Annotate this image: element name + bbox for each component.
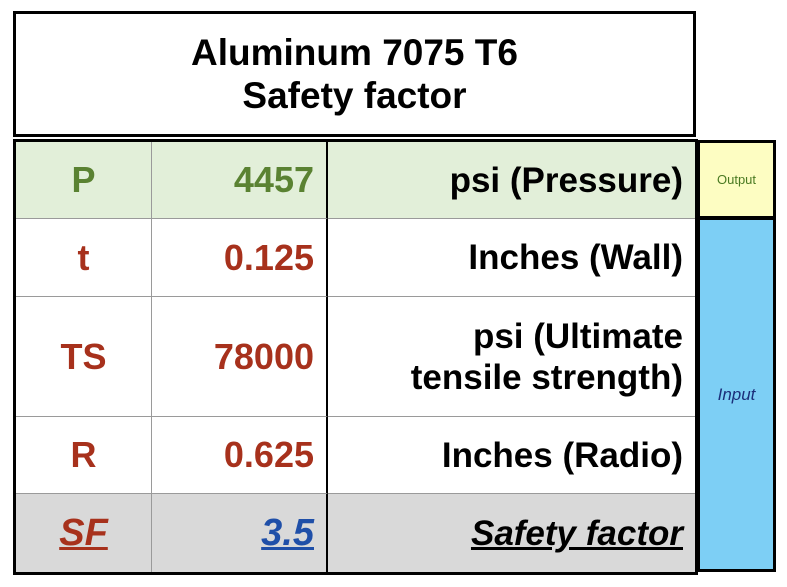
title-cell[interactable]: Aluminum 7075 T6 Safety factor bbox=[13, 11, 696, 137]
cell-symbol-ts[interactable]: TS bbox=[16, 297, 152, 417]
input-tag-cell[interactable]: Input bbox=[697, 217, 776, 572]
cell-unit-r[interactable]: Inches (Radio) bbox=[328, 417, 695, 494]
cell-unit-t[interactable]: Inches (Wall) bbox=[328, 219, 695, 297]
title-line-1: Aluminum 7075 T6 bbox=[191, 32, 518, 73]
cell-unit-p[interactable]: psi (Pressure) bbox=[328, 142, 695, 219]
output-label: Output bbox=[716, 172, 757, 187]
cell-value-p[interactable]: 4457 bbox=[152, 142, 328, 219]
cell-unit-ts[interactable]: psi (Ultimate tensile strength) bbox=[328, 297, 695, 417]
data-table: P 4457 psi (Pressure) t 0.125 Inches (Wa… bbox=[13, 139, 698, 575]
cell-unit-ts-line-1: psi (Ultimate bbox=[472, 316, 683, 356]
title-line-2: Safety factor bbox=[242, 75, 467, 116]
cell-symbol-sf[interactable]: SF bbox=[16, 494, 152, 572]
cell-unit-sf[interactable]: Safety factor bbox=[328, 494, 695, 572]
sf-label: Safety factor bbox=[470, 513, 683, 553]
cell-value-ts[interactable]: 78000 bbox=[152, 297, 328, 417]
cell-symbol-r[interactable]: R bbox=[16, 417, 152, 494]
input-label: Input bbox=[717, 384, 756, 404]
sf-symbol: SF bbox=[59, 511, 108, 554]
cell-value-sf[interactable]: 3.5 bbox=[152, 494, 328, 572]
cell-value-t[interactable]: 0.125 bbox=[152, 219, 328, 297]
cell-value-r[interactable]: 0.625 bbox=[152, 417, 328, 494]
output-tag-cell[interactable]: Output bbox=[697, 140, 776, 219]
cell-symbol-t[interactable]: t bbox=[16, 219, 152, 297]
cell-unit-ts-line-2: tensile strength) bbox=[410, 357, 683, 397]
cell-symbol-p[interactable]: P bbox=[16, 142, 152, 219]
sf-value: 3.5 bbox=[261, 511, 314, 554]
